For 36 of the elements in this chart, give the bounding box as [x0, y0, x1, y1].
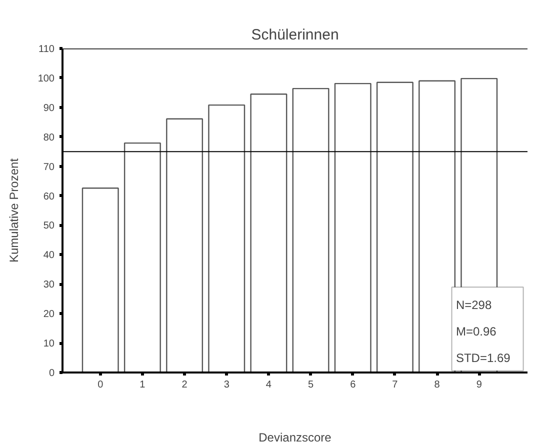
- bar: [82, 188, 119, 372]
- bar: [208, 104, 246, 372]
- x-tick-label: 6: [350, 380, 356, 390]
- bar: [292, 88, 330, 372]
- x-tick-label: 0: [98, 380, 104, 390]
- y-tick-label: 100: [38, 73, 55, 84]
- x-tick-label: 1: [140, 380, 146, 390]
- y-tick-label: 10: [43, 338, 55, 350]
- y-tick-label: 60: [43, 191, 55, 202]
- y-tick-label: 90: [43, 102, 55, 114]
- chart-title: Schülerinnen: [251, 26, 339, 44]
- y-tick-label: 80: [43, 132, 55, 144]
- y-axis-title: Kumulative Prozent: [6, 158, 21, 263]
- x-tick-label: 2: [182, 380, 188, 390]
- x-tick-label: 7: [392, 380, 398, 390]
- bar: [166, 118, 204, 372]
- x-tick-label: 9: [476, 380, 482, 390]
- x-tick-label: 8: [434, 380, 440, 390]
- bar: [376, 82, 414, 372]
- bar: [250, 94, 288, 372]
- y-tick-label: 0: [48, 368, 55, 379]
- annotation: STD=1.69: [456, 351, 511, 366]
- y-tick-label: 50: [43, 220, 55, 232]
- y-tick-label: 70: [43, 162, 55, 173]
- y-tick-label: 110: [38, 44, 55, 55]
- bar: [334, 82, 372, 372]
- annotation: M=0.96: [456, 324, 497, 339]
- x-tick-label: 4: [266, 380, 272, 390]
- annotation: N=298: [456, 298, 492, 312]
- y-tick-label: 20: [43, 309, 55, 320]
- bar: [124, 142, 161, 372]
- x-tick-label: 3: [224, 380, 230, 390]
- y-tick-label: 40: [43, 250, 55, 262]
- x-axis-title: Devianzscore: [258, 430, 332, 444]
- x-tick-label: 5: [308, 380, 314, 390]
- y-tick-label: 30: [43, 280, 55, 291]
